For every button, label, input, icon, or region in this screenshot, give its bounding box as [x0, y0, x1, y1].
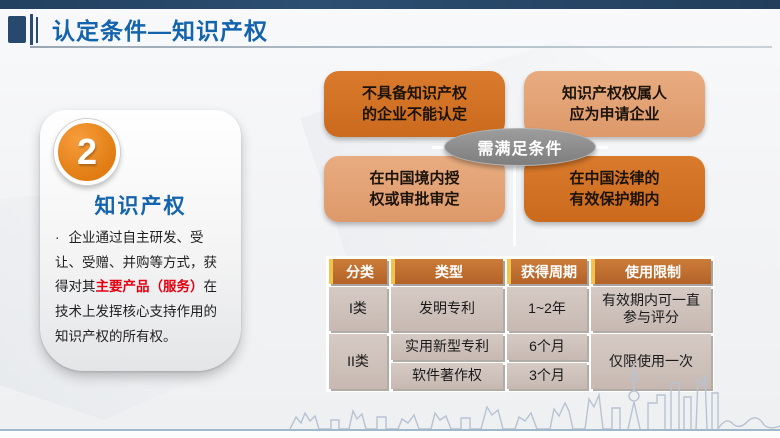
card-body-text: 企业通过自主研发、受让、受赠、并购等方式，获得对其: [55, 230, 217, 295]
step-number-badge: 2: [54, 119, 120, 185]
table-cell-period-3: 3个月: [507, 363, 587, 389]
table-cell-period-1: 1~2年: [507, 287, 587, 331]
ip-table: 分类 类型 获得周期 使用限制 I类 发明专利 1~2年 有效期内可一直参与评分…: [326, 256, 714, 392]
title-block-icon: [8, 16, 26, 43]
center-condition-pill: 需满足条件: [444, 128, 596, 166]
condition-box-text: 知识产权权属人 应为申请企业: [561, 85, 667, 123]
bottom-divider-line: [0, 429, 780, 431]
table-cell-type-3: 软件著作权: [391, 363, 503, 389]
table-header-limit: 使用限制: [591, 259, 711, 284]
table-cell-limit-1: 有效期内可一直参与评分: [591, 287, 711, 331]
condition-box-protection-period: 在中国法律的 有效保护期内: [524, 156, 705, 222]
table-cell-type-1: 发明专利: [391, 287, 503, 331]
page-title: 认定条件—知识产权: [52, 18, 268, 44]
card-title: 知识产权: [94, 195, 187, 218]
ip-summary-card: 2 知识产权 · 企业通过自主研发、受让、受赠、并购等方式，获得对其主要产品（服务…: [40, 110, 241, 371]
table-cell-category-2: II类: [329, 334, 387, 389]
card-body: · 企业通过自主研发、受让、受赠、并购等方式，获得对其主要产品（服务）在技术上发挥…: [55, 226, 229, 350]
table-header-type: 类型: [391, 259, 503, 284]
condition-box-owner: 知识产权权属人 应为申请企业: [524, 71, 705, 137]
condition-box-text: 在中国法律的 有效保护期内: [569, 170, 660, 208]
title-block-icon-line: [36, 17, 38, 43]
condition-box-text: 不具备知识产权 的企业不能认定: [361, 85, 467, 123]
bullet-glyph: ·: [55, 230, 60, 245]
top-accent-bar: [0, 0, 780, 9]
table-cell-category-1: I类: [329, 287, 387, 331]
card-body-highlight: 主要产品（服务）: [95, 279, 204, 295]
table-header-category: 分类: [329, 259, 387, 284]
condition-box-no-ip: 不具备知识产权 的企业不能认定: [324, 71, 505, 137]
table-cell-limit-2: 仅限使用一次: [591, 334, 711, 389]
table-header-period: 获得周期: [507, 259, 587, 284]
condition-box-china-granted: 在中国境内授 权或审批审定: [324, 156, 505, 222]
city-skyline: [289, 362, 780, 430]
table-cell-type-2: 实用新型专利: [391, 334, 503, 360]
condition-box-text: 在中国境内授 权或审批审定: [369, 170, 460, 208]
title-underline: [30, 46, 772, 48]
bottom-margin: [0, 431, 780, 438]
connector-line-vertical: [513, 150, 516, 246]
title-block-icon-line: [30, 14, 33, 45]
card-body-text: 在技术上发挥核心支持作用的知识产权的所有权。: [55, 279, 217, 344]
table-cell-period-2: 6个月: [507, 334, 587, 360]
